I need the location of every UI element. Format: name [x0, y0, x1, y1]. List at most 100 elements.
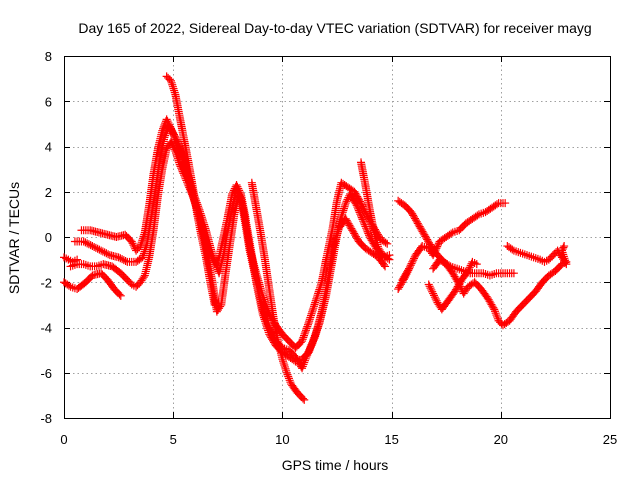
data-marks [60, 72, 571, 404]
data-point [424, 280, 433, 289]
data-point [260, 295, 269, 304]
data-point [172, 137, 181, 146]
data-point [364, 229, 373, 238]
y-tick-label: 4 [45, 140, 52, 155]
data-point [138, 236, 147, 245]
y-tick-label: -4 [40, 321, 52, 336]
data-point [164, 118, 173, 127]
data-point [562, 260, 571, 269]
data-point [104, 250, 113, 259]
data-point [342, 197, 351, 206]
data-point [140, 230, 149, 239]
data-point [405, 264, 414, 273]
data-point [432, 244, 441, 253]
data-point [314, 322, 323, 331]
data-point [141, 245, 150, 254]
data-point [490, 305, 499, 314]
data-point [298, 364, 307, 373]
data-point [426, 284, 435, 293]
series-trace-h [357, 158, 394, 264]
data-point [129, 241, 138, 250]
data-point [172, 139, 181, 148]
data-point [404, 266, 413, 275]
series-trace-j [398, 199, 510, 284]
data-point [429, 291, 438, 300]
y-tick-label: 6 [45, 94, 52, 109]
data-point [128, 239, 137, 248]
data-point [473, 211, 482, 220]
data-point [137, 238, 146, 247]
data-point [402, 270, 411, 279]
data-point [280, 362, 289, 371]
data-point [86, 241, 95, 250]
data-point [311, 329, 320, 338]
data-point [301, 354, 310, 363]
data-point [353, 203, 362, 212]
data-point [383, 254, 392, 263]
data-point [312, 326, 321, 335]
data-point [94, 261, 103, 270]
data-point [492, 200, 501, 209]
data-point [279, 359, 288, 368]
data-point [170, 133, 179, 142]
series-trace-l [424, 257, 481, 314]
data-point [472, 260, 481, 269]
data-point [358, 215, 367, 224]
data-point [298, 362, 307, 371]
data-point [304, 347, 313, 356]
data-point [559, 243, 568, 252]
x-tick-label: 15 [384, 432, 398, 447]
data-point [359, 217, 368, 226]
data-point [278, 355, 287, 364]
data-point [286, 378, 295, 387]
data-point [115, 290, 124, 299]
data-point [81, 260, 90, 269]
x-axis-label: GPS time / hours [282, 457, 389, 473]
data-point [266, 326, 275, 335]
data-point [84, 261, 93, 270]
data-point [303, 349, 312, 358]
data-point [430, 293, 439, 302]
data-point [431, 294, 440, 303]
data-point [360, 220, 369, 229]
data-point [229, 188, 238, 197]
data-point [171, 135, 180, 144]
data-point [233, 182, 242, 191]
series-trace-k [394, 264, 414, 294]
data-point [167, 76, 176, 85]
data-point [158, 126, 167, 135]
y-tick-label: -8 [40, 411, 52, 426]
data-point [501, 199, 510, 208]
data-point [216, 302, 225, 311]
data-point [84, 240, 93, 249]
y-tick-label: -2 [40, 275, 52, 290]
data-point [509, 269, 518, 278]
data-point [102, 249, 111, 258]
data-point [464, 266, 473, 275]
data-point [405, 262, 414, 271]
data-point [228, 190, 237, 199]
data-point [302, 324, 311, 333]
data-point [114, 253, 123, 262]
data-point [301, 328, 310, 337]
data-point [139, 232, 148, 241]
data-point [560, 254, 569, 263]
x-tick-label: 25 [603, 432, 617, 447]
data-point [167, 126, 176, 135]
data-point [263, 319, 272, 328]
data-point [90, 242, 99, 251]
data-point [170, 88, 179, 97]
data-point [357, 199, 366, 208]
data-point [306, 342, 315, 351]
data-point [140, 247, 149, 256]
data-point [300, 331, 309, 340]
data-point [307, 340, 316, 349]
data-point [139, 251, 148, 260]
data-point [100, 248, 109, 257]
series-trace-m [429, 255, 571, 330]
data-point [447, 229, 456, 238]
data-point [169, 131, 178, 140]
data-point [174, 142, 183, 151]
data-point [167, 78, 176, 87]
x-tick-label: 0 [60, 432, 67, 447]
